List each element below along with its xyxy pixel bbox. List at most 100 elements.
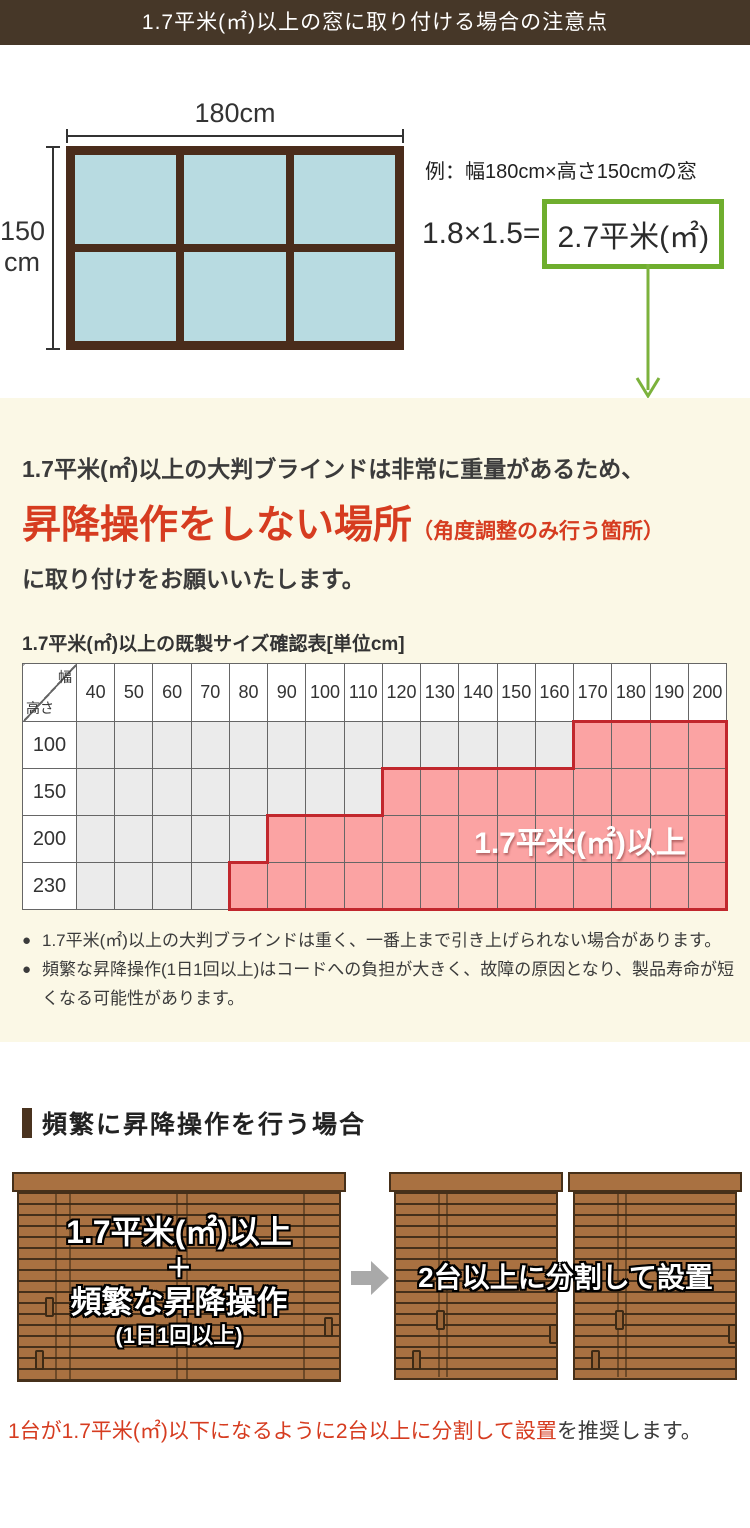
size-cell	[572, 720, 613, 769]
blind-string	[437, 1194, 440, 1377]
column-header: 80	[228, 663, 269, 722]
size-cell	[458, 815, 498, 863]
size-cell	[190, 721, 230, 769]
corner-label-width: 幅	[58, 669, 72, 685]
window-pane	[293, 155, 395, 244]
size-cell	[573, 862, 613, 911]
blind-string	[175, 1194, 178, 1379]
section-heading-label: 頻繁に昇降操作を行う場合	[42, 1111, 367, 1139]
size-cell	[611, 720, 651, 769]
height-unit: cm	[4, 247, 40, 277]
blind-cord-weight	[411, 1350, 421, 1370]
size-cell	[420, 815, 460, 863]
size-cell	[305, 721, 345, 769]
blind-string	[55, 1194, 58, 1379]
size-cell	[380, 767, 422, 816]
column-header: 60	[152, 663, 192, 722]
size-cell	[496, 815, 536, 863]
height-dimension-line	[46, 146, 60, 350]
row-header: 100	[22, 721, 77, 769]
table-corner-cell: 幅 高さ	[22, 663, 77, 722]
size-cell	[458, 767, 498, 816]
size-cell	[267, 862, 307, 911]
size-cell	[343, 862, 383, 911]
size-table: 幅 高さ 40 50 60 70 80 90 100 110 120 130 140 150 160 17…	[22, 663, 729, 911]
caption-line: 1.7平米(㎡)以上	[66, 1214, 292, 1250]
blind-slats	[573, 1192, 737, 1380]
size-cell	[228, 721, 269, 769]
caption-line: ＋	[165, 1253, 192, 1283]
blind-cord-weight	[435, 1310, 445, 1330]
column-header: 120	[381, 663, 422, 722]
table-row: 200	[22, 814, 729, 863]
blind-string	[68, 1194, 71, 1379]
section-heading: 頻繁に昇降操作を行う場合	[22, 1105, 366, 1141]
split-blind-caption: 2台以上に分割して設置	[418, 1262, 713, 1293]
size-cell	[381, 721, 422, 769]
size-cell	[534, 767, 575, 816]
blind-string	[185, 1194, 188, 1379]
size-cell	[152, 721, 192, 769]
row-header: 150	[22, 768, 77, 816]
size-table-header-row: 幅 高さ 40 50 60 70 80 90 100 110 120 130 140 150 160 17…	[22, 663, 728, 722]
blind-cord-weight	[35, 1350, 45, 1370]
blind-string	[302, 1194, 305, 1379]
bullet-icon: ●	[22, 961, 32, 978]
size-cell	[343, 768, 383, 816]
size-cell	[266, 814, 307, 863]
footer-note-dark: を推奨します。	[556, 1420, 702, 1443]
size-cell	[343, 814, 383, 863]
column-header: 170	[573, 663, 613, 722]
example-caption: 例：幅180cm×高さ150cmの窓	[425, 161, 697, 183]
heading-bar-icon	[22, 1108, 32, 1138]
window-illustration	[66, 146, 404, 350]
size-cell	[228, 815, 269, 863]
size-cell	[381, 862, 422, 911]
split-blind-illustration	[568, 1172, 742, 1380]
size-cell	[649, 768, 689, 816]
notice-line2: に取り付けをお願いいたします。	[22, 566, 365, 592]
column-header: 130	[420, 663, 460, 722]
size-cell	[496, 862, 536, 911]
size-cell	[420, 721, 460, 769]
size-cell	[227, 861, 269, 911]
window-pane	[184, 252, 286, 341]
column-header: 200	[687, 663, 728, 722]
blind-headrail	[389, 1172, 563, 1192]
size-cell	[534, 815, 575, 863]
column-header: 50	[114, 663, 154, 722]
size-cell	[190, 768, 230, 816]
window-height-label: 150 cm	[0, 216, 45, 278]
size-table-body: 100 150 200 230	[22, 720, 729, 911]
footer-note: 1台が1.7平米(㎡)以下になるように2台以上に分割して設置を推奨します。	[8, 1415, 748, 1445]
size-cell	[343, 721, 383, 769]
blind-slats	[394, 1192, 558, 1380]
row-header: 230	[22, 862, 77, 910]
size-cell	[152, 815, 192, 863]
size-cell	[534, 721, 575, 769]
caption-line: (1日1回以上)	[115, 1323, 243, 1348]
size-cell	[152, 862, 192, 910]
column-header: 180	[611, 663, 651, 722]
size-cell	[687, 720, 729, 769]
size-cell	[649, 862, 689, 911]
column-header: 150	[496, 663, 536, 722]
corner-label-height: 高さ	[26, 700, 54, 716]
blind-cord-weight	[727, 1324, 737, 1344]
size-cell	[305, 862, 345, 911]
footer-note-red: 1台が1.7平米(㎡)以下になるように2台以上に分割して設置	[8, 1420, 557, 1443]
blind-string	[625, 1194, 628, 1377]
size-cell	[458, 862, 498, 911]
area-formula: 1.8×1.5= 2.7平米(㎡)	[422, 199, 725, 269]
size-cell	[611, 768, 651, 816]
formula-result-box: 2.7平米(㎡)	[542, 199, 725, 269]
blind-cord-weight	[590, 1350, 600, 1370]
size-cell	[267, 721, 307, 769]
bullet-icon: ●	[22, 932, 32, 949]
size-cell	[75, 721, 116, 769]
column-header: 140	[458, 663, 498, 722]
split-blind-illustration	[389, 1172, 563, 1380]
column-header: 190	[649, 663, 689, 722]
size-cell	[152, 768, 192, 816]
size-cell	[687, 815, 729, 863]
